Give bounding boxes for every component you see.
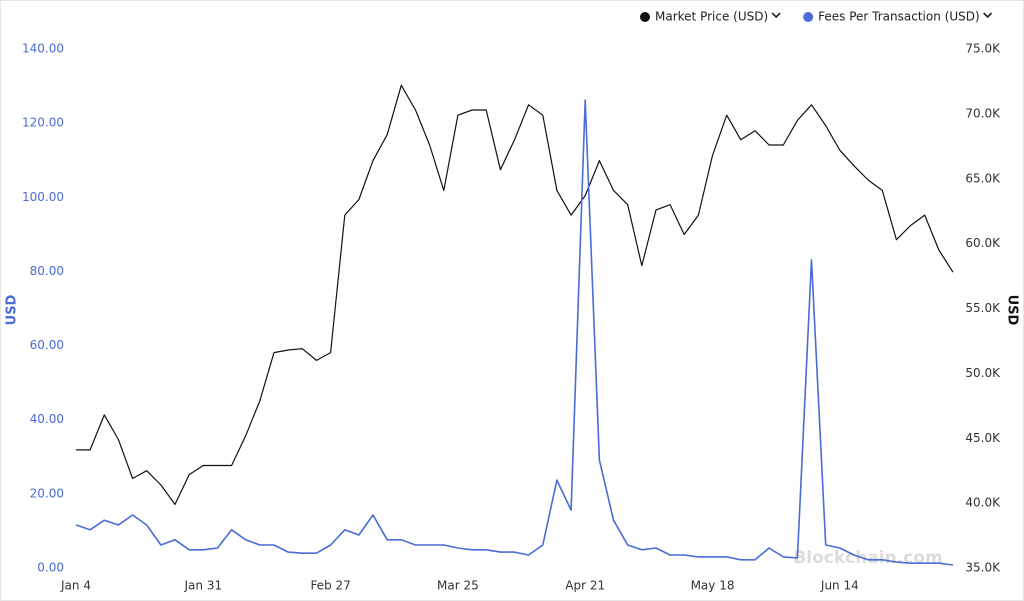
legend-label[interactable]: Market Price (USD): [655, 10, 768, 24]
y-tick-label: 40.00: [30, 412, 64, 426]
y-tick-label: 20.00: [30, 486, 64, 500]
legend-marker[interactable]: [803, 12, 814, 22]
x-tick-label: Apr 21: [565, 579, 605, 593]
y2-tick-label: 40.0K: [965, 496, 1001, 510]
y-tick-label: 80.00: [30, 264, 64, 278]
legend-chevron[interactable]: [983, 12, 993, 19]
legend-chevron[interactable]: [771, 12, 781, 19]
x-tick-label: Mar 25: [437, 579, 479, 593]
x-tick-label: May 18: [691, 579, 735, 593]
y-tick-label: 0.00: [37, 561, 64, 575]
y2-tick-label: 70.0K: [965, 106, 1001, 120]
series-line: [76, 84, 954, 505]
y2-tick-label: 65.0K: [965, 171, 1001, 185]
y2-tick-label: 35.0K: [965, 561, 1001, 575]
y-tick-label: 100.00: [22, 190, 64, 204]
x-tick-label: Jan 31: [184, 579, 223, 593]
y-tick-label: 140.00: [22, 42, 64, 56]
x-tick-label: Jun 14: [820, 579, 859, 593]
legend-marker[interactable]: [640, 12, 650, 22]
y-tick-label: 60.00: [30, 338, 64, 352]
x-tick-label: Jan 4: [60, 579, 91, 593]
watermark: Blockchain.com: [793, 548, 942, 568]
y2-tick-label: 75.0K: [965, 42, 1001, 56]
x-tick-label: Feb 27: [310, 579, 350, 593]
y2-tick-label: 50.0K: [965, 366, 1001, 380]
series-line: [75, 99, 954, 566]
y-tick-label: 120.00: [22, 116, 64, 130]
y2-tick-label: 45.0K: [965, 431, 1001, 445]
y-axis-title: USD: [5, 294, 20, 325]
y2-tick-label: 60.0K: [965, 236, 1001, 250]
legend-label[interactable]: Fees Per Transaction (USD): [818, 10, 979, 24]
y2-axis-title: USD: [1005, 295, 1020, 326]
y2-tick-label: 55.0K: [965, 301, 1001, 315]
